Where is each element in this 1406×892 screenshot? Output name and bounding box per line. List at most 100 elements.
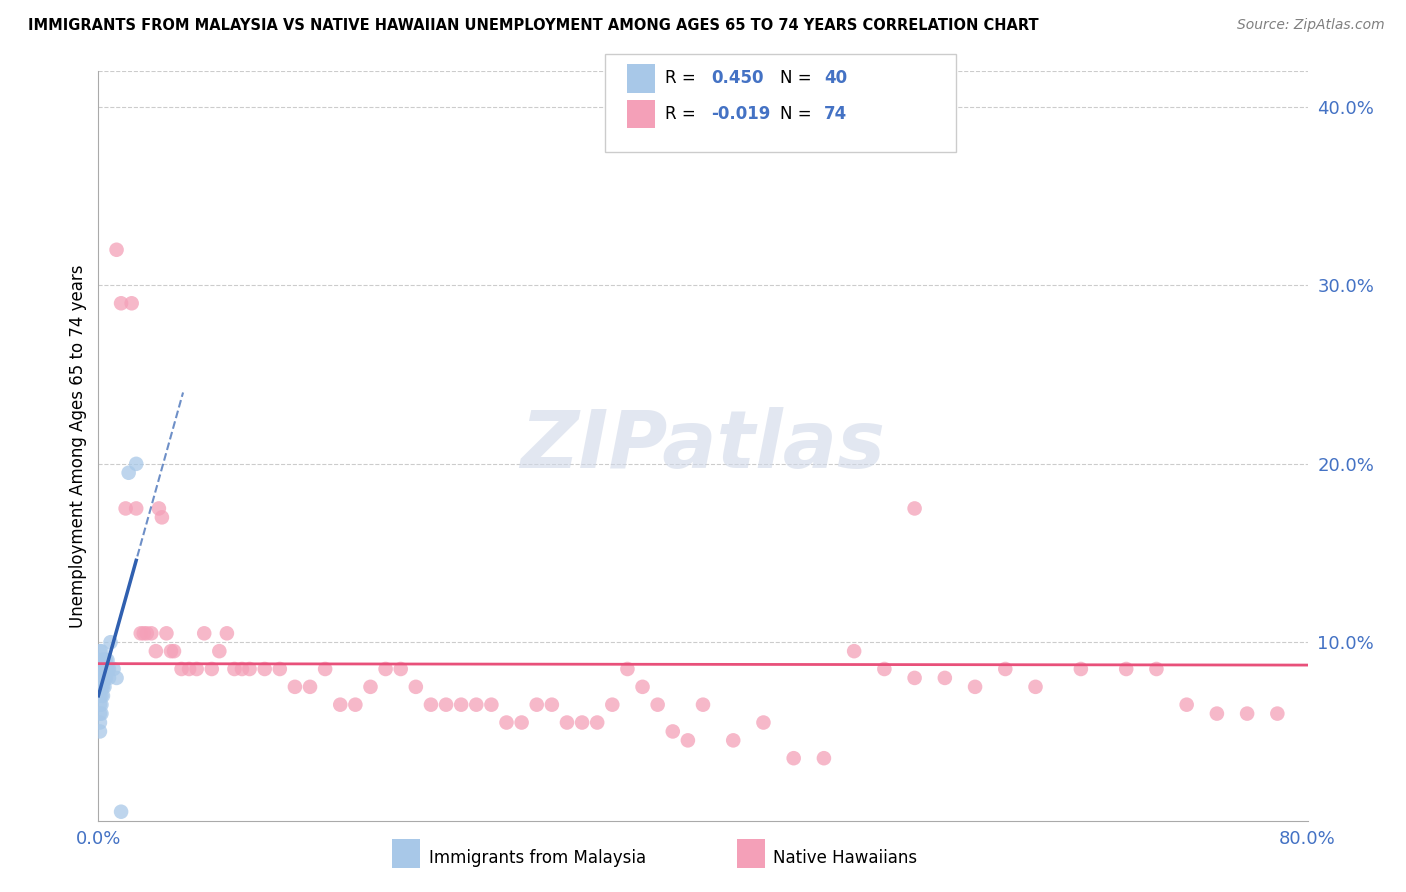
Point xyxy=(121,296,143,310)
Text: 40: 40 xyxy=(824,70,846,87)
Point xyxy=(661,724,683,739)
Point xyxy=(135,626,157,640)
Point xyxy=(93,671,115,685)
Point xyxy=(89,706,111,721)
Point xyxy=(215,626,238,640)
Point xyxy=(155,626,177,640)
Point xyxy=(98,671,121,685)
Point xyxy=(1070,662,1092,676)
Point xyxy=(160,644,183,658)
Point xyxy=(994,662,1017,676)
Text: 0.450: 0.450 xyxy=(711,70,763,87)
Point xyxy=(96,653,118,667)
Point xyxy=(314,662,336,676)
Point xyxy=(481,698,503,712)
Point xyxy=(163,644,186,658)
Point xyxy=(284,680,307,694)
Point xyxy=(783,751,806,765)
Point xyxy=(90,706,112,721)
Point xyxy=(91,680,114,694)
Point xyxy=(269,662,291,676)
Point xyxy=(253,662,276,676)
Point xyxy=(201,662,224,676)
Point xyxy=(360,680,382,694)
Point xyxy=(125,457,148,471)
Point xyxy=(465,698,488,712)
Point xyxy=(89,689,111,703)
Point xyxy=(96,662,118,676)
Text: 74: 74 xyxy=(824,105,848,123)
Point xyxy=(193,626,215,640)
Point xyxy=(904,671,927,685)
Point xyxy=(94,653,117,667)
Point xyxy=(374,662,396,676)
Point xyxy=(89,680,111,694)
Point xyxy=(91,689,114,703)
Point xyxy=(526,698,548,712)
Point xyxy=(110,296,132,310)
Point xyxy=(89,644,111,658)
Point xyxy=(98,662,121,676)
Point xyxy=(389,662,412,676)
Point xyxy=(231,662,253,676)
Point xyxy=(676,733,699,747)
Point xyxy=(344,698,367,712)
Point xyxy=(1024,680,1046,694)
Point xyxy=(103,662,125,676)
Point xyxy=(904,501,927,516)
Text: -0.019: -0.019 xyxy=(711,105,770,123)
Text: ZIPatlas: ZIPatlas xyxy=(520,407,886,485)
Point xyxy=(105,243,128,257)
Point xyxy=(434,698,457,712)
Point xyxy=(752,715,775,730)
Text: IMMIGRANTS FROM MALAYSIA VS NATIVE HAWAIIAN UNEMPLOYMENT AMONG AGES 65 TO 74 YEA: IMMIGRANTS FROM MALAYSIA VS NATIVE HAWAI… xyxy=(28,18,1039,33)
Point xyxy=(616,662,638,676)
Point xyxy=(150,510,173,524)
Point xyxy=(93,662,115,676)
Text: N =: N = xyxy=(780,70,817,87)
Point xyxy=(873,662,896,676)
Point xyxy=(100,635,122,649)
Text: N =: N = xyxy=(780,105,817,123)
Text: R =: R = xyxy=(665,70,702,87)
Point xyxy=(179,662,201,676)
Point xyxy=(90,689,112,703)
Point xyxy=(89,653,111,667)
Point xyxy=(813,751,835,765)
Point xyxy=(145,644,167,658)
Point xyxy=(186,662,208,676)
Text: Native Hawaiians: Native Hawaiians xyxy=(773,849,918,867)
Point xyxy=(224,662,246,676)
Point xyxy=(586,715,609,730)
Point xyxy=(93,653,115,667)
Point xyxy=(965,680,987,694)
Point xyxy=(631,680,654,694)
Point xyxy=(94,671,117,685)
Point xyxy=(148,501,170,516)
Point xyxy=(1236,706,1258,721)
Point xyxy=(132,626,155,640)
Point xyxy=(299,680,322,694)
Point xyxy=(90,698,112,712)
Text: Source: ZipAtlas.com: Source: ZipAtlas.com xyxy=(1237,18,1385,32)
Point xyxy=(723,733,745,747)
Point xyxy=(510,715,533,730)
Point xyxy=(110,805,132,819)
Point xyxy=(105,671,128,685)
Point xyxy=(208,644,231,658)
Point xyxy=(239,662,262,676)
Point xyxy=(602,698,624,712)
Point xyxy=(90,644,112,658)
Point xyxy=(91,662,114,676)
Point xyxy=(94,662,117,676)
Point xyxy=(934,671,956,685)
Point xyxy=(1144,662,1167,676)
Point xyxy=(114,501,136,516)
Point xyxy=(89,662,111,676)
Point xyxy=(89,715,111,730)
Point xyxy=(450,698,472,712)
Point xyxy=(571,715,593,730)
Point xyxy=(125,501,148,516)
Point xyxy=(1175,698,1198,712)
Point xyxy=(692,698,714,712)
